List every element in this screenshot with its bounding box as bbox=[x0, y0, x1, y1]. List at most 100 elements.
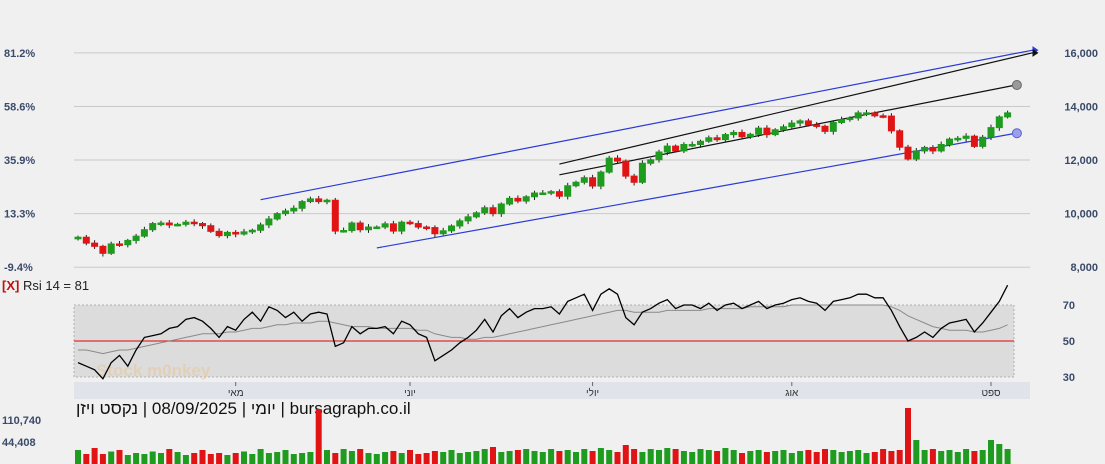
candle-body bbox=[647, 159, 655, 164]
volume-bar bbox=[282, 450, 289, 464]
candle-body bbox=[755, 127, 763, 135]
volume-tick-label: 44,408 bbox=[2, 437, 36, 449]
volume-bar bbox=[465, 452, 472, 464]
candle-body bbox=[406, 221, 414, 225]
volume-bar bbox=[979, 450, 986, 464]
volume-bar bbox=[647, 449, 654, 464]
volume-bar bbox=[448, 450, 455, 464]
channel-upper bbox=[260, 49, 1033, 201]
volume-bar bbox=[614, 452, 621, 464]
candle-body bbox=[788, 122, 796, 128]
candle-body bbox=[663, 145, 671, 153]
volume-bar bbox=[888, 451, 895, 464]
candle-body bbox=[771, 129, 779, 136]
volume-bar bbox=[290, 454, 297, 464]
rsi-title[interactable]: [X] Rsi 14 = 81 bbox=[2, 278, 89, 293]
candle-body bbox=[497, 203, 505, 215]
candle-body bbox=[157, 222, 165, 226]
candle-body bbox=[796, 120, 804, 124]
volume-bar bbox=[440, 452, 447, 464]
candle-body bbox=[539, 192, 547, 196]
volume-bar bbox=[506, 451, 513, 464]
volume-bar bbox=[348, 451, 355, 464]
volume-bar bbox=[191, 453, 198, 464]
volume-bar bbox=[780, 450, 787, 464]
volume-bar bbox=[664, 448, 671, 464]
volume-bar bbox=[705, 450, 712, 464]
candle-body bbox=[190, 221, 198, 225]
volume-bar bbox=[365, 453, 372, 464]
candle-body bbox=[506, 197, 514, 205]
inner-arrow bbox=[1032, 48, 1039, 57]
volume-bar bbox=[913, 440, 920, 464]
candle-body bbox=[946, 138, 953, 145]
volume-bar bbox=[988, 440, 994, 464]
volume-bar bbox=[91, 448, 98, 464]
volume-bar bbox=[481, 449, 488, 464]
price-tick-label: 14,000 bbox=[1064, 101, 1098, 113]
volume-bar bbox=[274, 452, 281, 464]
candle-body bbox=[489, 207, 497, 215]
volume-bar bbox=[597, 448, 604, 464]
candle-body bbox=[821, 125, 829, 132]
candle-body bbox=[921, 146, 929, 152]
volume-bar bbox=[158, 453, 164, 464]
volume-bar bbox=[182, 455, 189, 464]
watermark: Stock m0nkey bbox=[96, 361, 211, 380]
volume-bar bbox=[921, 450, 928, 464]
candle-body bbox=[398, 221, 406, 232]
candle-body bbox=[904, 146, 912, 160]
volume-bar bbox=[390, 451, 397, 464]
candle-body bbox=[290, 207, 298, 212]
volume-bar bbox=[141, 454, 148, 464]
candle-body bbox=[149, 223, 157, 231]
volume-bar bbox=[564, 450, 571, 464]
candle-body bbox=[995, 116, 1003, 129]
price-axis: 16,000 14,000 12,000 10,000 8,000 bbox=[1064, 48, 1098, 274]
month-label: אוג bbox=[785, 388, 799, 399]
candle-body bbox=[597, 171, 605, 187]
volume-bar bbox=[722, 448, 729, 464]
candle-body bbox=[248, 229, 256, 233]
volume-bar bbox=[996, 444, 1003, 464]
volume-bar bbox=[548, 449, 555, 464]
month-label: יוני bbox=[404, 388, 416, 399]
volume-axis: 110,740 44,408 bbox=[2, 415, 41, 449]
percent-tick-label: 81.2% bbox=[4, 48, 35, 60]
candle-body bbox=[979, 136, 987, 147]
candle-body bbox=[912, 150, 920, 160]
volume-bar bbox=[556, 451, 563, 464]
volume-bar bbox=[473, 451, 480, 464]
volume-bar bbox=[498, 452, 505, 464]
candle-body bbox=[381, 223, 389, 228]
candle-body bbox=[348, 222, 356, 232]
inner-upper bbox=[559, 52, 1033, 165]
volume-bar bbox=[423, 453, 430, 464]
rsi-axis: 70 50 30 bbox=[1063, 300, 1075, 384]
volume-bar bbox=[174, 452, 181, 464]
candle-body bbox=[929, 146, 937, 152]
volume-bar bbox=[971, 451, 978, 464]
volume-bar bbox=[880, 449, 887, 464]
volume-bar bbox=[149, 451, 156, 464]
volume-bar bbox=[946, 450, 953, 464]
candle-body bbox=[481, 207, 489, 214]
volume-bar bbox=[398, 453, 405, 464]
month-label: ספט bbox=[981, 388, 1001, 399]
candle-body bbox=[431, 227, 439, 235]
volume-bar bbox=[905, 408, 911, 464]
price-tick-label: 16,000 bbox=[1064, 48, 1098, 60]
candle-body bbox=[813, 124, 821, 127]
candle-body bbox=[1004, 112, 1012, 118]
candle-body bbox=[514, 197, 522, 202]
volume-bar bbox=[871, 452, 878, 464]
volume-bar bbox=[332, 453, 339, 464]
volume-bar bbox=[656, 450, 662, 464]
candle-body bbox=[298, 201, 306, 209]
volume-bar bbox=[573, 452, 579, 464]
volume-bar bbox=[108, 451, 115, 464]
candle-body bbox=[232, 231, 240, 235]
candle-body bbox=[680, 143, 688, 152]
candle-body bbox=[970, 135, 978, 147]
